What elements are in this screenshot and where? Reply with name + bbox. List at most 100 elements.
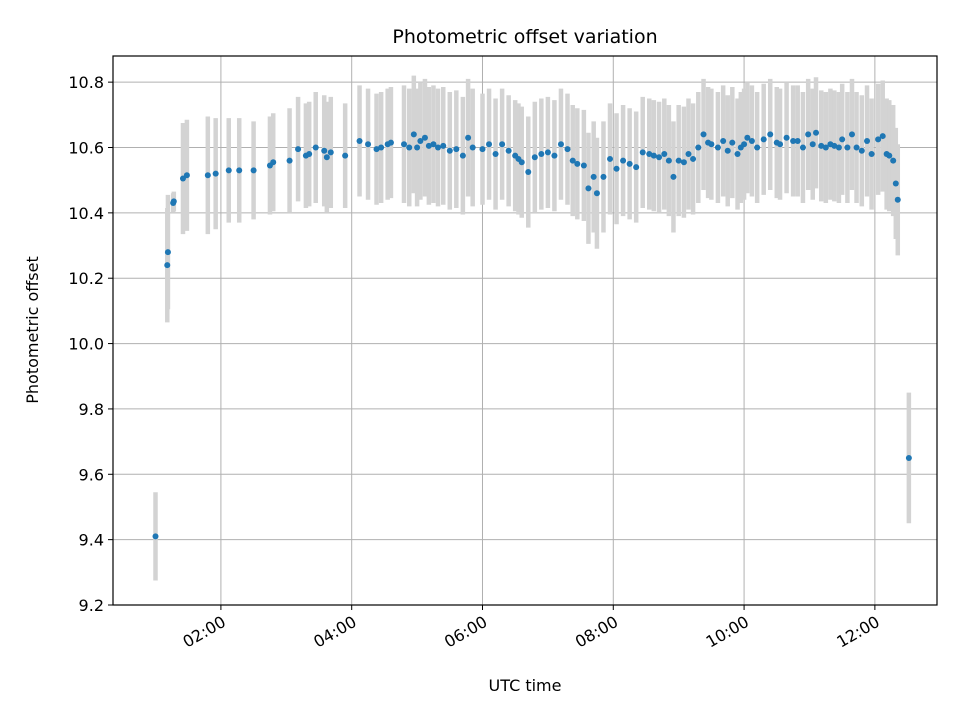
y-tick-label: 9.2 <box>79 596 104 615</box>
data-point <box>421 134 428 141</box>
y-ticks: 9.2 9.4 9.6 9.8 10.0 10.2 10.4 10.6 10.8 <box>68 73 113 615</box>
data-point <box>879 133 886 140</box>
data-point <box>486 141 493 148</box>
data-point <box>365 141 372 148</box>
data-point <box>695 144 702 151</box>
data-point <box>639 149 646 156</box>
data-point <box>465 134 472 141</box>
data-point <box>665 157 672 164</box>
data-point <box>225 167 232 174</box>
data-point <box>440 142 447 149</box>
y-axis-label: Photometric offset <box>23 256 42 404</box>
data-point <box>818 142 825 149</box>
y-tick-label: 10.8 <box>68 73 104 92</box>
y-tick-label: 10.6 <box>68 139 104 158</box>
data-point <box>894 196 901 203</box>
data-point <box>724 147 731 154</box>
data-point <box>505 147 512 154</box>
data-point <box>569 157 576 164</box>
plot-frame <box>112 55 938 606</box>
data-point <box>744 134 751 141</box>
data-point <box>805 131 812 138</box>
data-point <box>183 172 190 179</box>
data-point <box>531 154 538 161</box>
data-point <box>844 144 851 151</box>
data-point <box>729 139 736 146</box>
data-point <box>590 173 597 180</box>
data-point <box>551 152 558 159</box>
data-point <box>905 454 912 461</box>
data-point <box>373 146 380 153</box>
data-point <box>525 169 532 176</box>
data-point <box>459 152 466 159</box>
data-point <box>680 159 687 166</box>
data-point <box>839 136 846 143</box>
data-point <box>690 155 697 162</box>
data-point <box>675 157 682 164</box>
data-point <box>544 149 551 156</box>
data-point <box>741 141 748 148</box>
data-point <box>600 173 607 180</box>
data-point <box>323 154 330 161</box>
data-points <box>152 129 912 540</box>
data-point <box>890 157 897 164</box>
data-point <box>831 142 838 149</box>
data-point <box>822 144 829 151</box>
data-point <box>414 144 421 151</box>
data-point <box>656 154 663 161</box>
data-point <box>430 141 437 148</box>
data-point <box>720 137 727 144</box>
data-point <box>518 159 525 166</box>
data-point <box>777 141 784 148</box>
data-point <box>286 157 293 164</box>
data-point <box>453 146 460 153</box>
data-point <box>754 144 761 151</box>
data-point <box>321 147 328 154</box>
x-axis-label: UTC time <box>489 676 562 695</box>
data-point <box>356 137 363 144</box>
data-point <box>406 144 413 151</box>
data-point <box>312 144 319 151</box>
data-point <box>809 141 816 148</box>
data-point <box>164 262 171 269</box>
data-point <box>794 137 801 144</box>
data-point <box>748 137 755 144</box>
data-point <box>410 131 417 138</box>
data-point <box>626 160 633 167</box>
data-point <box>164 249 171 256</box>
data-point <box>580 162 587 169</box>
y-tick-label: 9.6 <box>79 465 104 484</box>
y-tick-label: 10.2 <box>68 269 104 288</box>
data-point <box>853 144 860 151</box>
data-point <box>446 147 453 154</box>
data-point <box>875 136 882 143</box>
data-point <box>790 137 797 144</box>
data-point <box>620 157 627 164</box>
data-point <box>557 141 564 148</box>
data-point <box>564 146 571 153</box>
data-point <box>342 152 349 159</box>
data-point <box>585 185 592 192</box>
data-point <box>306 151 313 158</box>
data-point <box>650 152 657 159</box>
data-point <box>538 151 545 158</box>
data-point <box>425 142 432 149</box>
data-point <box>633 164 640 171</box>
data-point <box>417 137 424 144</box>
data-point <box>469 144 476 151</box>
data-point <box>593 190 600 197</box>
data-point <box>212 170 219 177</box>
data-point <box>295 146 302 153</box>
y-tick-label: 9.4 <box>79 531 104 550</box>
data-point <box>734 151 741 158</box>
data-point <box>685 151 692 158</box>
data-point <box>835 144 842 151</box>
data-point <box>646 151 653 158</box>
data-point <box>892 180 899 187</box>
data-point <box>700 131 707 138</box>
grid <box>113 56 937 606</box>
data-point <box>152 533 159 540</box>
data-point <box>613 165 620 172</box>
